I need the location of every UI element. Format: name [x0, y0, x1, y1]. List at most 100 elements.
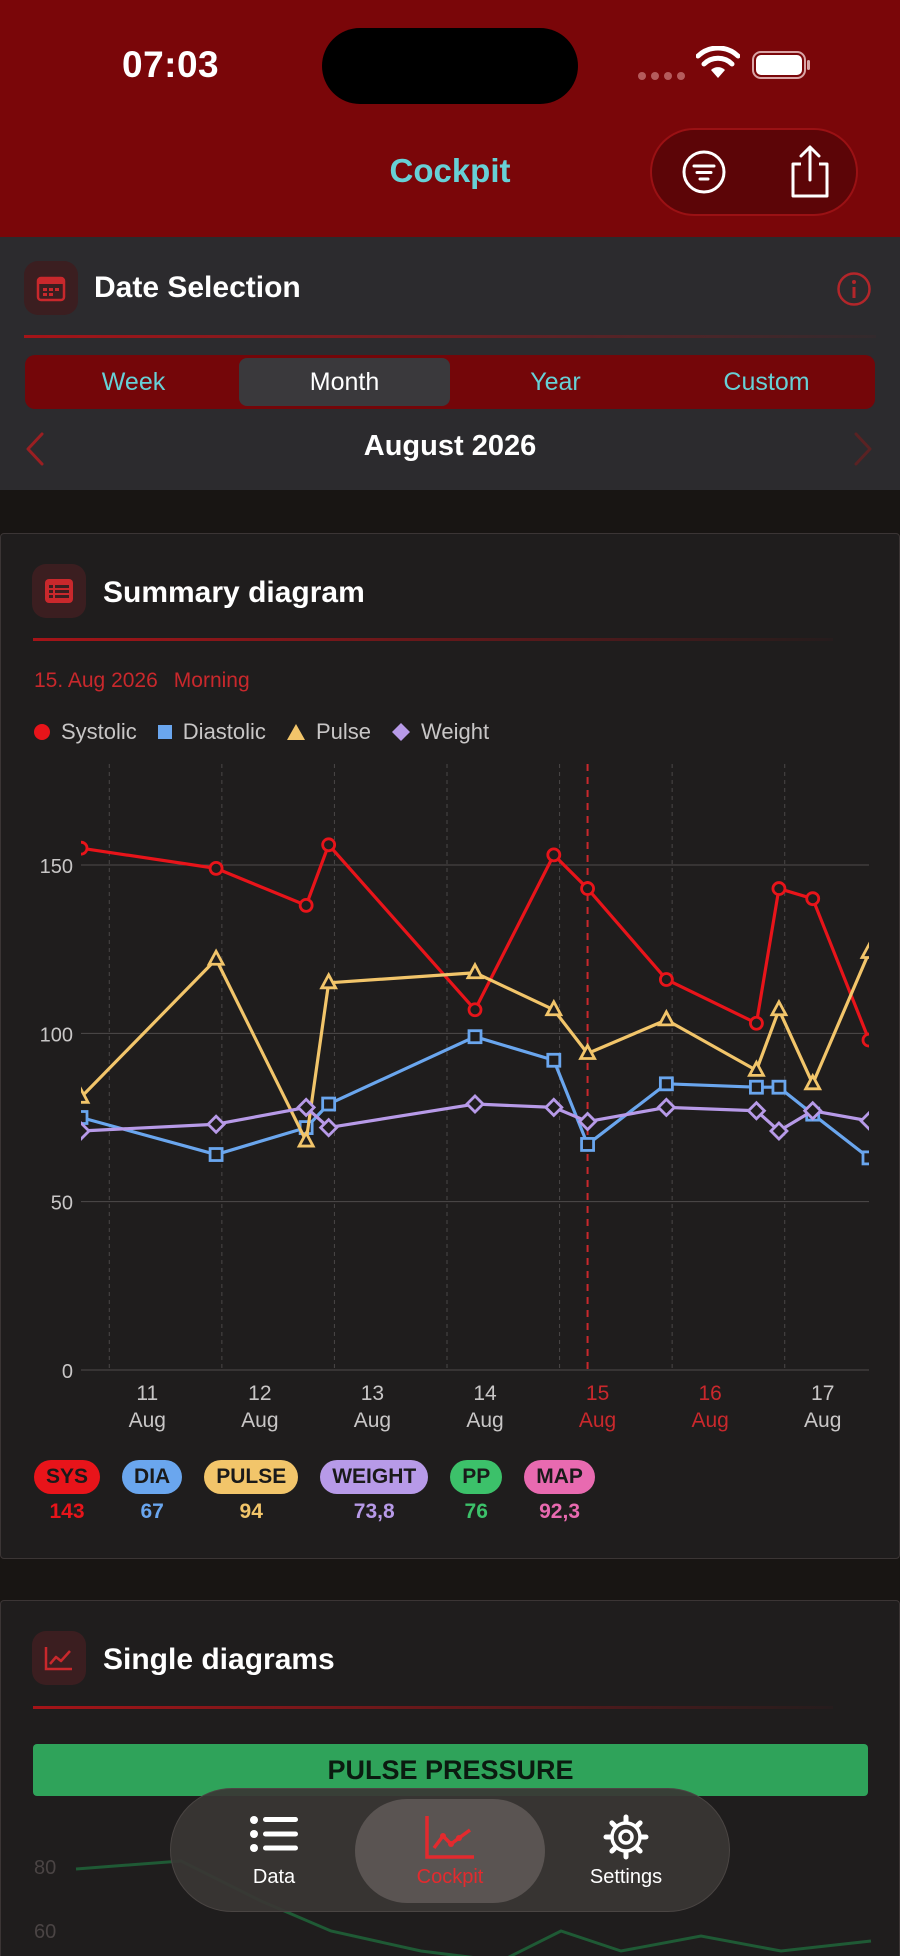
status-time: 07:03 [122, 44, 220, 85]
square-marker-icon [157, 725, 172, 739]
tab-bar: Data Cockpit Settings [170, 1788, 730, 1912]
tab-cockpit[interactable]: Cockpit [355, 1799, 545, 1903]
data-point-pulse [206, 948, 226, 966]
diamond-marker-icon [391, 723, 410, 741]
legend-label: Pulse [315, 719, 371, 744]
data-point-diastolic [749, 1079, 764, 1095]
legend-label: Diastolic [182, 719, 266, 744]
list-chart-icon [32, 564, 86, 618]
segment-week[interactable]: Week [101, 367, 166, 396]
data-point-pulse [544, 998, 564, 1017]
chip-pp: PP 76 [450, 1460, 503, 1524]
data-point-systolic [805, 891, 821, 907]
legend-diastolic: Diastolic [157, 719, 266, 745]
summary-value-chips: SYS 143 DIA 67 PULSE 94 WEIGHT 73,8 PP 76 MAP 92,3 [34, 1460, 595, 1524]
data-point-weight [577, 1111, 598, 1132]
tab-label: Settings [589, 1865, 663, 1888]
gear-icon [603, 1814, 649, 1859]
chip-value: 76 [464, 1500, 488, 1523]
chip-map: MAP 92,3 [524, 1460, 595, 1524]
data-point-systolic [658, 972, 674, 987]
segment-month[interactable]: Month [239, 358, 450, 406]
chip-label: MAP [524, 1460, 595, 1494]
data-point-diastolic [321, 1096, 337, 1112]
chip-value: 94 [239, 1500, 263, 1523]
data-point-systolic [580, 881, 595, 896]
chip-value: 73,8 [353, 1500, 395, 1523]
tab-label: Cockpit [416, 1865, 484, 1888]
data-point-weight [859, 1110, 869, 1131]
y-tick-label: 150 [40, 856, 73, 878]
data-point-weight [296, 1097, 317, 1118]
data-point-systolic [298, 897, 314, 913]
x-tick-month: Aug [466, 1409, 503, 1432]
data-point-weight [465, 1094, 485, 1115]
dynamic-island [322, 28, 578, 104]
y-tick-label: 80 [34, 1857, 57, 1879]
data-point-pulse [81, 1086, 91, 1104]
data-point-pulse [803, 1072, 823, 1091]
info-icon[interactable] [836, 271, 872, 307]
circle-marker-icon [34, 724, 50, 740]
data-point-weight [802, 1100, 823, 1121]
chip-value: 92,3 [539, 1500, 580, 1523]
data-point-pulse [296, 1130, 316, 1148]
selected-measurement-label: 15. Aug 2026 Morning [34, 669, 266, 693]
segment-custom[interactable]: Custom [723, 367, 810, 396]
period-label: August 2026 [363, 430, 537, 462]
x-tick-month: Aug [241, 1409, 278, 1432]
section-divider [24, 335, 876, 338]
cellular-signal-icon [638, 72, 685, 80]
chart-legend: Systolic Diastolic Pulse Weight [33, 719, 489, 745]
single-diagrams-card: Single diagrams PULSE PRESSURE 80 60 [0, 1600, 900, 1956]
tab-label: Data [252, 1865, 296, 1888]
data-point-pulse [747, 1059, 766, 1077]
chip-sys: SYS 143 [34, 1460, 101, 1524]
legend-pulse: Pulse [286, 719, 371, 745]
chip-label: SYS [34, 1460, 101, 1494]
data-point-systolic [546, 847, 562, 863]
x-tick-month: Aug [354, 1409, 391, 1432]
filter-button[interactable] [676, 144, 732, 200]
data-point-weight [768, 1120, 789, 1141]
x-tick-month: Aug [804, 1409, 841, 1432]
data-point-systolic [771, 881, 787, 896]
chip-value: 67 [140, 1500, 164, 1523]
line-chart-icon [32, 1631, 86, 1685]
chip-dia: DIA 67 [122, 1460, 183, 1524]
top-header: 07:03 Cockpit [0, 0, 900, 237]
share-button[interactable] [782, 144, 838, 200]
y-tick-label: 0 [62, 1361, 73, 1383]
calendar-icon [24, 261, 78, 315]
tab-settings[interactable]: Settings [531, 1799, 721, 1903]
chevron-left-icon[interactable] [24, 431, 46, 467]
data-point-systolic [208, 860, 224, 876]
selected-date: 15. Aug 2026 [34, 669, 158, 692]
battery-icon [752, 51, 810, 79]
legend-systolic: Systolic [33, 719, 137, 745]
data-point-systolic [81, 840, 89, 856]
filter-icon [682, 150, 726, 194]
data-point-diastolic [771, 1079, 787, 1095]
x-tick-day: 14 [473, 1382, 497, 1405]
summary-diagram-card: Summary diagram 15. Aug 2026 Morning Syst… [0, 533, 900, 1559]
data-point-weight [543, 1097, 564, 1118]
y-tick-label: 60 [34, 1921, 57, 1943]
data-point-pulse [657, 1008, 676, 1027]
x-tick-day: 17 [811, 1382, 834, 1405]
summary-line-chart[interactable]: 0 50 100 150 11 Aug 12 Aug 13 Aug 14 Aug 15 Aug 16 Aug 1… [1, 534, 900, 1434]
chevron-right-icon[interactable] [852, 431, 874, 467]
pulse-pressure-header[interactable]: PULSE PRESSURE [33, 1744, 868, 1796]
y-tick-label: 50 [51, 1193, 73, 1215]
legend-weight: Weight [391, 719, 489, 745]
segment-year[interactable]: Year [530, 367, 581, 396]
data-point-diastolic [208, 1147, 224, 1162]
data-point-systolic [749, 1015, 764, 1031]
single-diagrams-title: Single diagrams [103, 1643, 335, 1676]
tab-data[interactable]: Data [179, 1799, 369, 1903]
data-point-pulse [465, 961, 485, 980]
selected-time: Morning [173, 669, 250, 692]
date-selection-title: Date Selection [94, 271, 301, 304]
nav-actions-group [650, 128, 858, 216]
data-point-diastolic [81, 1110, 89, 1125]
